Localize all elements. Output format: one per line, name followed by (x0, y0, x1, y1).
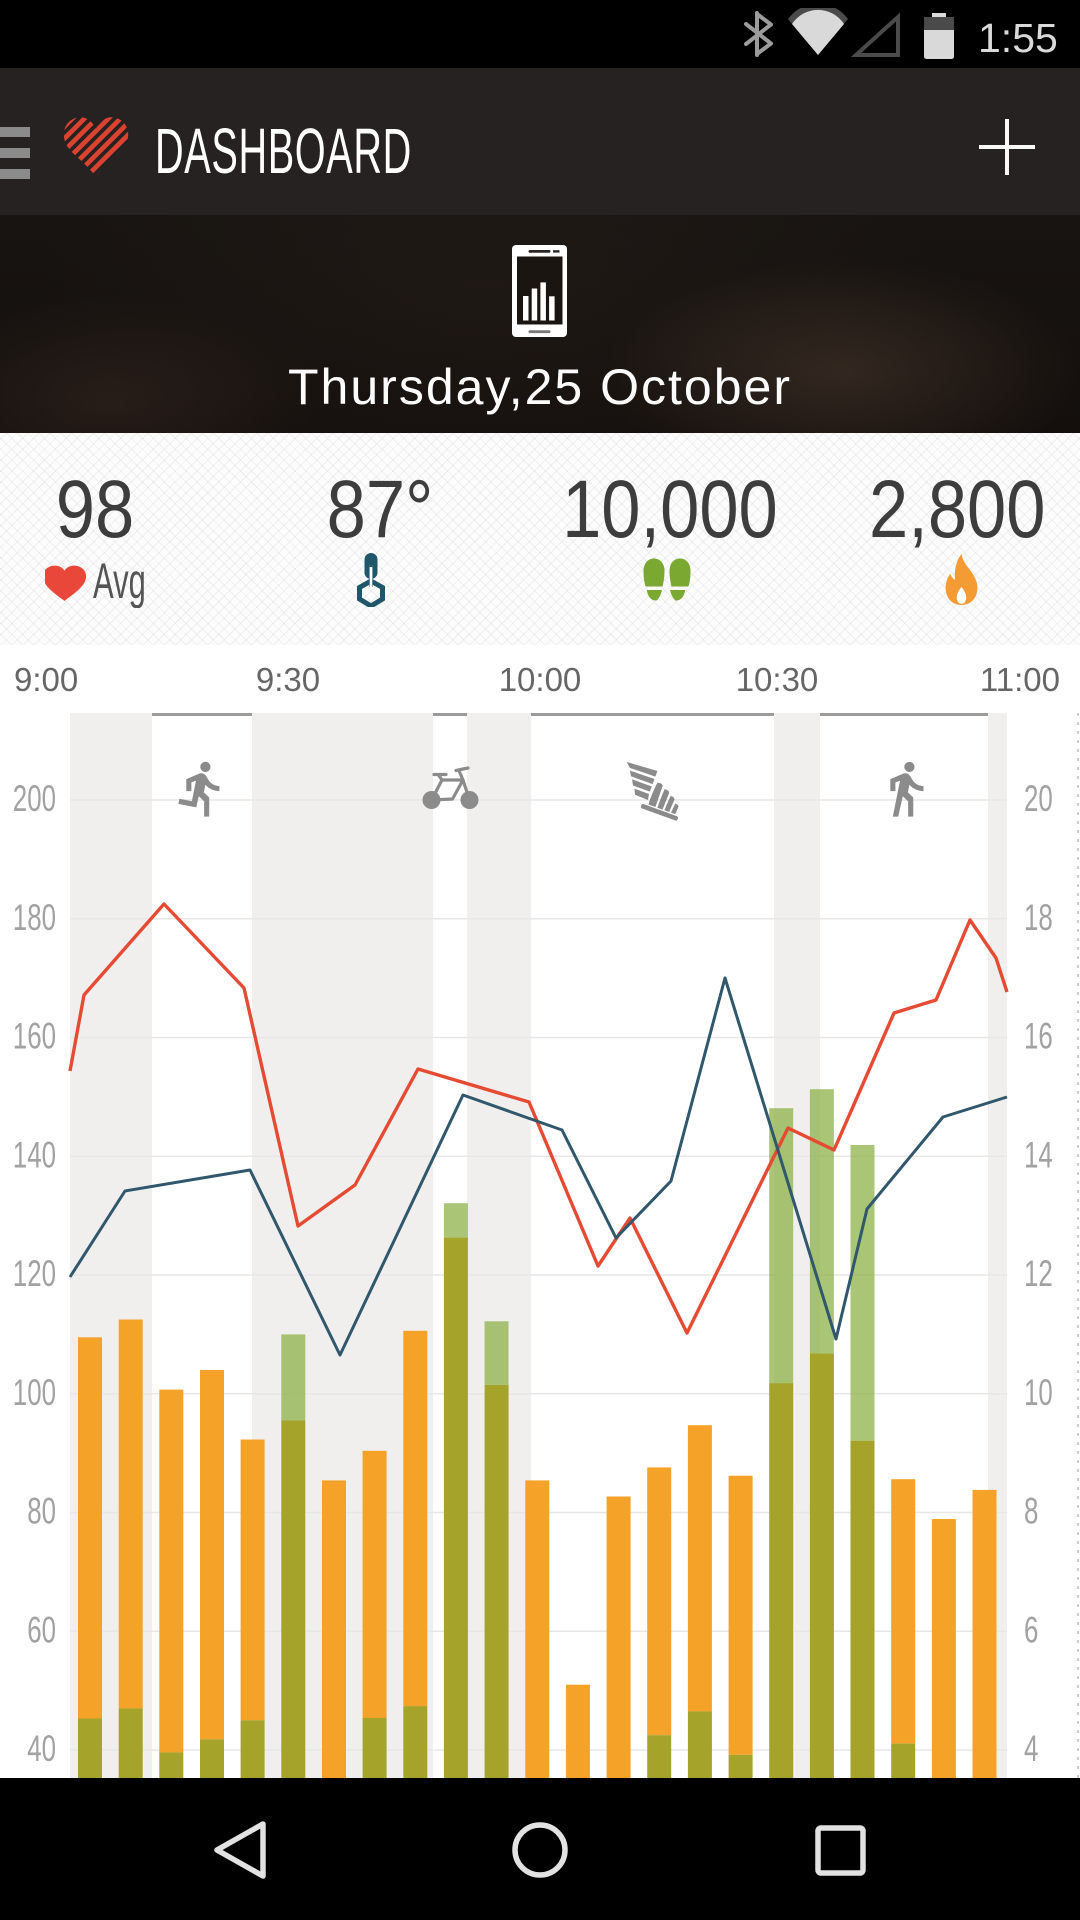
svg-text:10:00: 10:00 (499, 661, 582, 698)
svg-text:8: 8 (1024, 1490, 1038, 1532)
svg-text:11:00: 11:00 (980, 661, 1060, 698)
svg-text:4: 4 (1024, 1727, 1038, 1769)
svg-text:160: 160 (13, 1015, 56, 1057)
svg-text:10: 10 (1024, 1371, 1053, 1413)
svg-text:20: 20 (1024, 777, 1053, 819)
svg-text:80: 80 (27, 1490, 56, 1532)
svg-text:6: 6 (1024, 1609, 1038, 1651)
svg-text:100: 100 (13, 1371, 56, 1413)
svg-text:18: 18 (1024, 896, 1053, 938)
svg-text:10:30: 10:30 (736, 661, 819, 698)
svg-text:120: 120 (13, 1252, 56, 1294)
svg-text:40: 40 (27, 1727, 56, 1769)
svg-text:16: 16 (1024, 1015, 1053, 1057)
svg-text:180: 180 (13, 896, 56, 938)
svg-text:9:00: 9:00 (14, 661, 78, 698)
svg-text:14: 14 (1024, 1134, 1053, 1176)
svg-text:12: 12 (1024, 1252, 1053, 1294)
svg-text:1:55: 1:55 (978, 15, 1058, 60)
svg-text:Avg: Avg (93, 560, 145, 608)
svg-text:9:30: 9:30 (256, 661, 320, 698)
svg-text:200: 200 (13, 777, 56, 819)
svg-text:140: 140 (13, 1134, 56, 1176)
svg-text:60: 60 (27, 1609, 56, 1651)
